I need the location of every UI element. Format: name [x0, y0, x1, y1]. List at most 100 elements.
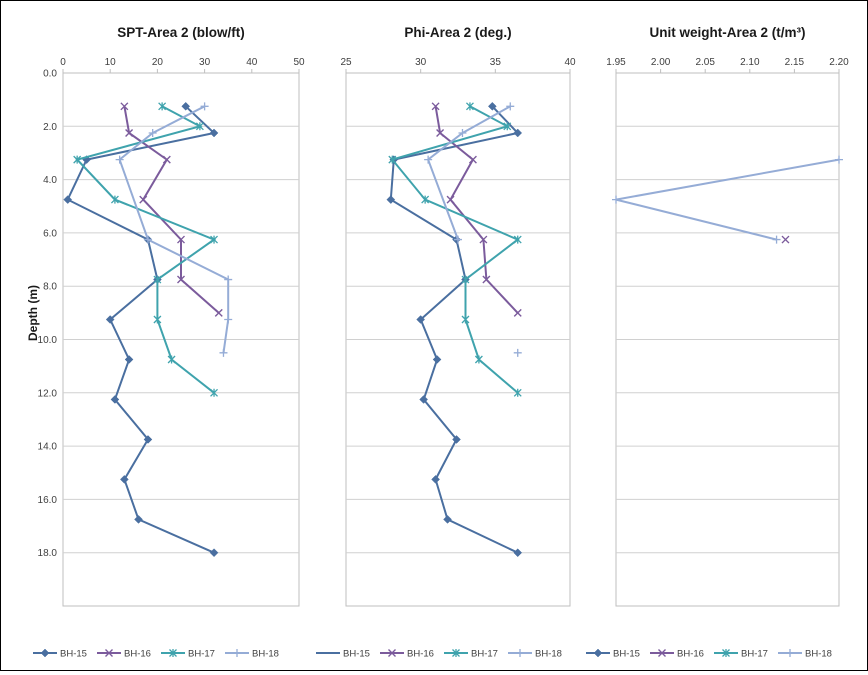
marker-bh-18-2 — [772, 235, 781, 244]
marker-bh-17-8 — [513, 388, 522, 397]
x-tick-label: 20 — [152, 57, 164, 68]
marker-bh-18-3 — [454, 235, 462, 244]
y-axis-label: Depth (m) — [26, 285, 40, 341]
x-tick-label: 2.15 — [785, 57, 805, 68]
legend-label-bh-16: BH-16 — [407, 649, 434, 660]
legend-label-bh-15: BH-15 — [343, 649, 370, 660]
marker-bh-16-2 — [162, 155, 171, 164]
series-line-bh-15-0 — [389, 105, 520, 554]
marker-bh-18-0 — [506, 102, 515, 111]
marker-legend-bh-16-1 — [388, 649, 396, 657]
marker-bh-17-7 — [474, 355, 483, 364]
marker-bh-18-0 — [835, 155, 843, 164]
marker-bh-15-9 — [452, 435, 461, 444]
marker-bh-16-5 — [482, 275, 491, 284]
marker-bh-15-11 — [134, 515, 143, 524]
panel-title-3: Unit weight-Area 2 (t/m³) — [649, 25, 805, 40]
series-line-bh-17-0 — [390, 105, 520, 394]
marker-bh-16-1 — [436, 128, 445, 137]
y-tick-label: 6.0 — [43, 228, 57, 239]
y-tick-label: 8.0 — [43, 282, 57, 293]
series-bh-16-panel-2 — [431, 102, 522, 317]
marker-legend-bh-18-1 — [516, 649, 524, 657]
series-bh-17-panel-1 — [73, 102, 218, 397]
marker-bh-18-1 — [458, 128, 467, 137]
x-tick-label: 1.95 — [606, 57, 626, 68]
marker-bh-17-1 — [503, 122, 512, 131]
marker-bh-15-3 — [63, 195, 73, 204]
marker-bh-15-11 — [443, 515, 452, 524]
marker-bh-16-0 — [431, 102, 440, 111]
marker-bh-15-1 — [209, 128, 219, 138]
legend-label-bh-15: BH-15 — [60, 649, 87, 660]
legend-2: BH-15 BH-16 BH-17 BH-18 — [316, 649, 562, 660]
legend-label-bh-18: BH-18 — [535, 649, 562, 660]
marker-bh-15-1 — [513, 128, 523, 138]
x-tick-label: 0 — [60, 57, 66, 68]
marker-bh-15-3 — [386, 195, 396, 204]
marker-bh-18-5 — [224, 315, 233, 324]
marker-legend-bh-16-2 — [658, 649, 666, 657]
series-bh-18-panel-3 — [612, 155, 843, 244]
marker-bh-18-3 — [143, 235, 152, 244]
marker-legend-bh-18-0 — [233, 649, 241, 657]
series-bh-16-panel-1 — [120, 102, 223, 317]
marker-bh-17-5 — [153, 275, 162, 284]
y-tick-label: 10.0 — [38, 335, 58, 346]
legend-label-bh-18: BH-18 — [805, 649, 832, 660]
x-tick-label: 2.05 — [695, 57, 715, 68]
marker-bh-16-0 — [781, 235, 790, 244]
legend-1: BH-15 BH-16 BH-17 BH-18 — [33, 649, 279, 660]
panel-3: Unit weight-Area 2 (t/m³) 1.95 2.00 2.05 2.1… — [606, 25, 849, 607]
series-bh-16-panel-3 — [781, 235, 790, 244]
legend-label-bh-16: BH-16 — [124, 649, 151, 660]
marker-bh-16-3 — [446, 195, 455, 204]
x-tick-label: 40 — [564, 57, 576, 68]
marker-bh-17-0 — [158, 102, 167, 111]
marker-bh-15-0 — [487, 101, 497, 111]
marker-legend-bh-17-0 — [169, 649, 177, 657]
series-bh-18-panel-1 — [115, 102, 233, 357]
x-tick-label: 2.20 — [829, 57, 849, 68]
x-tick-label: 30 — [415, 57, 427, 68]
marker-legend-bh-15-0 — [40, 648, 50, 658]
y-tick-label: 12.0 — [38, 388, 58, 399]
series-bh-15-panel-2 — [386, 101, 523, 558]
marker-legend-bh-17-2 — [722, 649, 730, 657]
marker-bh-16-4 — [177, 235, 185, 244]
marker-bh-16-6 — [513, 308, 522, 317]
marker-bh-17-4 — [210, 235, 218, 244]
panel-title-2: Phi-Area 2 (deg.) — [404, 25, 511, 40]
marker-bh-15-8 — [419, 395, 429, 404]
marker-bh-17-5 — [461, 275, 470, 284]
marker-bh-17-4 — [513, 235, 522, 244]
x-tick-label: 25 — [340, 57, 352, 68]
marker-bh-16-2 — [468, 155, 477, 164]
marker-legend-bh-15-2 — [593, 648, 603, 658]
y-tick-label: 0.0 — [43, 69, 57, 80]
legend-label-bh-18: BH-18 — [252, 649, 279, 660]
x-tick-label: 2.00 — [651, 57, 671, 68]
panel-2: Phi-Area 2 (deg.) 25 30 35 40 — [340, 25, 576, 607]
x-tick-label: 10 — [105, 57, 117, 68]
x-tick-label: 40 — [246, 57, 258, 68]
legend-label-bh-15: BH-15 — [613, 649, 640, 660]
marker-bh-17-7 — [167, 355, 176, 364]
marker-bh-17-2 — [388, 155, 397, 164]
marker-bh-17-8 — [210, 388, 218, 397]
marker-bh-17-6 — [153, 315, 162, 324]
legend-label-bh-17: BH-17 — [188, 649, 215, 660]
marker-legend-bh-17-1 — [452, 649, 460, 657]
marker-bh-16-0 — [120, 102, 129, 111]
marker-legend-bh-18-2 — [786, 649, 794, 657]
marker-bh-18-2 — [424, 155, 433, 164]
y-tick-label: 16.0 — [38, 495, 58, 506]
series-bh-17-panel-2 — [388, 102, 522, 397]
marker-bh-17-3 — [421, 195, 430, 204]
y-tick-label: 4.0 — [43, 175, 57, 186]
marker-legend-bh-16-0 — [105, 649, 113, 657]
x-tick-label: 35 — [490, 57, 502, 68]
y-tick-label: 2.0 — [43, 122, 57, 133]
